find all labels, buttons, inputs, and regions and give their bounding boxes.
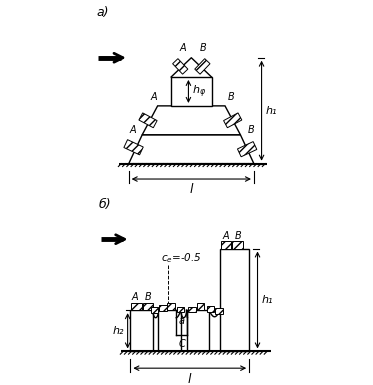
Polygon shape xyxy=(223,113,242,128)
Polygon shape xyxy=(139,113,157,128)
Bar xyxy=(151,307,158,313)
Bar xyxy=(167,303,175,310)
Bar xyxy=(221,241,231,249)
Bar xyxy=(142,303,153,310)
Polygon shape xyxy=(171,77,211,106)
Polygon shape xyxy=(142,106,241,135)
Polygon shape xyxy=(173,59,188,74)
Bar xyxy=(131,310,153,352)
Text: A: A xyxy=(179,43,186,53)
Bar xyxy=(232,241,242,249)
Text: a: a xyxy=(179,316,185,326)
Text: A: A xyxy=(129,125,136,135)
Bar xyxy=(159,305,167,311)
Bar xyxy=(186,310,209,352)
Text: B: B xyxy=(248,125,254,135)
Bar xyxy=(197,303,204,310)
Text: l: l xyxy=(189,183,193,196)
Text: б): б) xyxy=(99,198,111,211)
Text: A: A xyxy=(150,92,157,102)
Polygon shape xyxy=(195,59,210,74)
Bar xyxy=(188,307,195,313)
Polygon shape xyxy=(124,140,143,155)
Text: h₁: h₁ xyxy=(266,106,277,116)
Text: B: B xyxy=(228,92,234,102)
Text: $c_e$=-0.5: $c_e$=-0.5 xyxy=(162,251,202,265)
Text: h₂: h₂ xyxy=(112,326,124,336)
Bar xyxy=(131,303,142,310)
Bar xyxy=(216,308,223,314)
Polygon shape xyxy=(129,135,254,164)
Text: B: B xyxy=(200,43,206,53)
Text: B: B xyxy=(145,292,151,302)
Bar xyxy=(220,249,249,352)
Text: A: A xyxy=(132,292,138,302)
Polygon shape xyxy=(238,142,257,157)
Text: h₁: h₁ xyxy=(261,295,273,305)
Bar xyxy=(159,310,181,352)
Text: A: A xyxy=(222,231,229,241)
Text: B: B xyxy=(235,231,241,241)
Bar xyxy=(207,306,214,312)
Text: C: C xyxy=(178,339,185,349)
Text: $h_\varphi$: $h_\varphi$ xyxy=(192,83,206,100)
Text: а): а) xyxy=(96,6,109,19)
Bar xyxy=(177,307,184,313)
Text: l: l xyxy=(188,373,191,385)
